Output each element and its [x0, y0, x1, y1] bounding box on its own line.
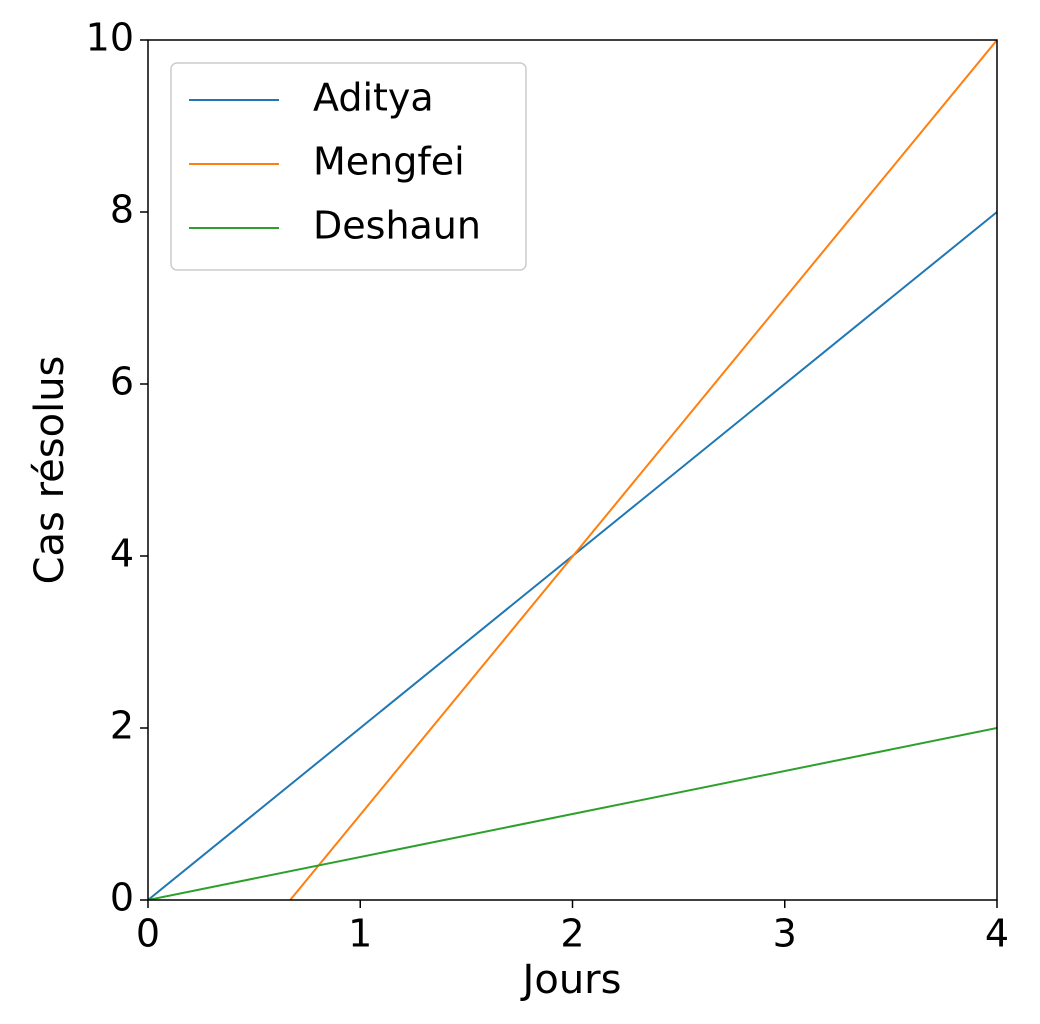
series-line	[148, 727, 997, 900]
x-tick-label: 0	[136, 912, 160, 956]
legend-box	[170, 62, 527, 271]
series-line	[289, 40, 997, 900]
x-tick-label: 3	[773, 912, 797, 956]
x-tick-label: 4	[985, 912, 1009, 956]
x-tick-label: 1	[348, 912, 372, 956]
y-tick-label: 0	[110, 876, 134, 920]
x-tick-label: 2	[560, 912, 584, 956]
x-axis-label: Jours	[520, 957, 622, 1003]
legend-label: Mengfei	[313, 140, 465, 184]
y-tick-label: 8	[110, 188, 134, 232]
y-tick-label: 10	[86, 16, 134, 60]
y-tick-label: 2	[110, 704, 134, 748]
legend-label: Deshaun	[313, 204, 481, 248]
y-axis-label: Cas résolus	[27, 356, 73, 585]
legend-label: Aditya	[313, 76, 434, 120]
plot-frame	[147, 39, 998, 901]
y-tick-label: 6	[110, 360, 134, 404]
y-tick-label: 4	[110, 532, 134, 576]
